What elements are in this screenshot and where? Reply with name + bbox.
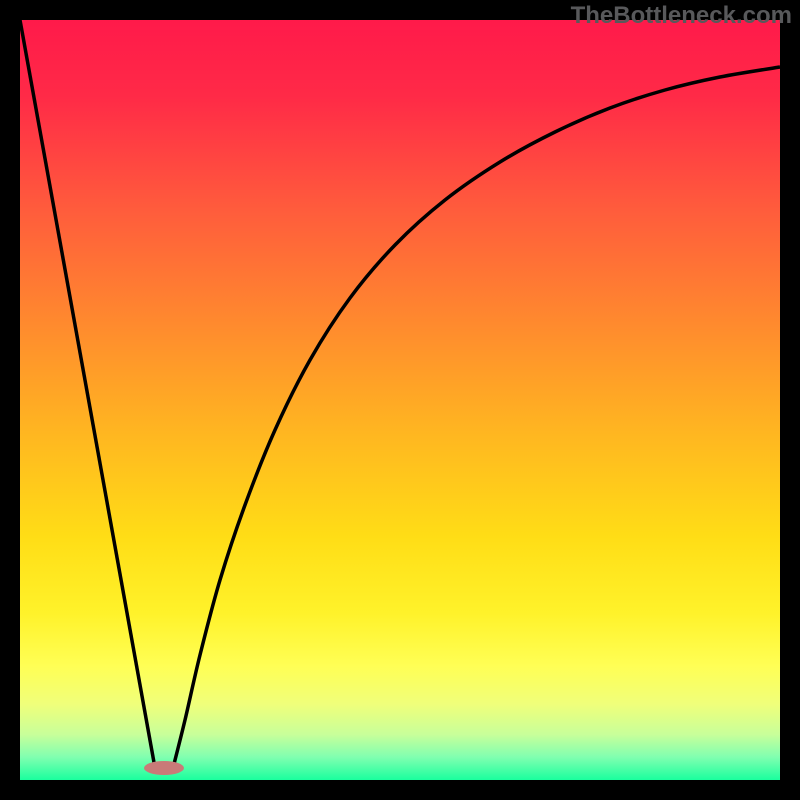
watermark-text: TheBottleneck.com	[571, 2, 792, 30]
bottleneck-chart	[0, 0, 800, 800]
plot-background	[20, 20, 780, 780]
trough-marker	[144, 761, 184, 775]
chart-container: TheBottleneck.com	[0, 0, 800, 800]
